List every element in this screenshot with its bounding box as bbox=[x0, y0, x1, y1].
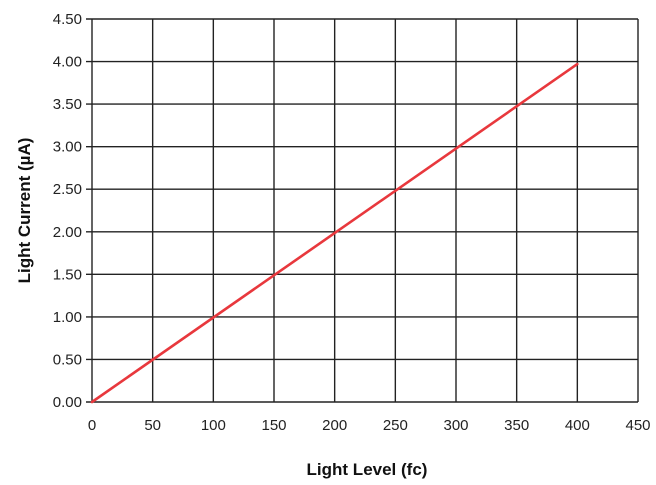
x-tick-label: 400 bbox=[565, 417, 590, 434]
y-tick-label: 4.00 bbox=[53, 54, 82, 71]
y-axis-title: Light Current (µA) bbox=[15, 138, 34, 284]
x-tick-label: 450 bbox=[625, 417, 650, 434]
x-tick-label: 100 bbox=[201, 417, 226, 434]
grid bbox=[86, 18, 639, 403]
x-tick-label: 250 bbox=[383, 417, 408, 434]
x-axis-ticks: 0 50 100 150 200 250 300 350 400 450 bbox=[88, 417, 651, 434]
y-tick-label: 4.50 bbox=[53, 11, 82, 28]
x-tick-label: 200 bbox=[322, 417, 347, 434]
y-axis-ticks: 0.00 0.50 1.00 1.50 2.00 2.50 3.00 3.50 4.00 4.50 bbox=[53, 11, 82, 411]
x-tick-label: 300 bbox=[443, 417, 468, 434]
y-tick-label: 3.00 bbox=[53, 139, 82, 156]
y-tick-label: 1.00 bbox=[53, 309, 82, 326]
series-line bbox=[90, 62, 579, 404]
y-tick-label: 1.50 bbox=[53, 266, 82, 283]
y-tick-label: 0.50 bbox=[53, 351, 82, 368]
y-tick-label: 3.50 bbox=[53, 96, 82, 113]
y-tick-label: 2.50 bbox=[53, 181, 82, 198]
y-tick-label: 0.00 bbox=[53, 394, 82, 411]
x-axis-title: Light Level (fc) bbox=[307, 460, 428, 479]
x-tick-label: 50 bbox=[144, 417, 161, 434]
y-tick-label: 2.00 bbox=[53, 224, 82, 241]
x-tick-label: 0 bbox=[88, 417, 96, 434]
x-tick-label: 350 bbox=[504, 417, 529, 434]
x-tick-label: 150 bbox=[261, 417, 286, 434]
series-layer bbox=[90, 62, 579, 404]
